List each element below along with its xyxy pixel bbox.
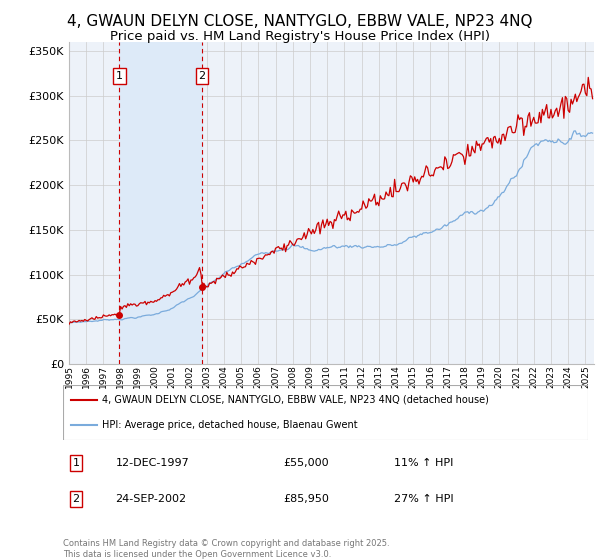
Bar — [119, 42, 202, 364]
Text: £55,000: £55,000 — [284, 458, 329, 468]
Text: HPI: Average price, detached house, Blaenau Gwent: HPI: Average price, detached house, Blae… — [103, 420, 358, 430]
Text: 2: 2 — [73, 494, 80, 504]
Text: 1: 1 — [116, 71, 123, 81]
Text: £85,950: £85,950 — [284, 494, 329, 504]
Text: 4, GWAUN DELYN CLOSE, NANTYGLO, EBBW VALE, NP23 4NQ: 4, GWAUN DELYN CLOSE, NANTYGLO, EBBW VAL… — [67, 14, 533, 29]
Text: 27% ↑ HPI: 27% ↑ HPI — [394, 494, 454, 504]
Text: 24-SEP-2002: 24-SEP-2002 — [115, 494, 187, 504]
Text: Price paid vs. HM Land Registry's House Price Index (HPI): Price paid vs. HM Land Registry's House … — [110, 30, 490, 43]
Text: 4, GWAUN DELYN CLOSE, NANTYGLO, EBBW VALE, NP23 4NQ (detached house): 4, GWAUN DELYN CLOSE, NANTYGLO, EBBW VAL… — [103, 395, 489, 404]
Text: 2: 2 — [199, 71, 205, 81]
Text: 11% ↑ HPI: 11% ↑ HPI — [394, 458, 453, 468]
Text: Contains HM Land Registry data © Crown copyright and database right 2025.
This d: Contains HM Land Registry data © Crown c… — [63, 539, 389, 559]
Text: 12-DEC-1997: 12-DEC-1997 — [115, 458, 189, 468]
Text: 1: 1 — [73, 458, 80, 468]
